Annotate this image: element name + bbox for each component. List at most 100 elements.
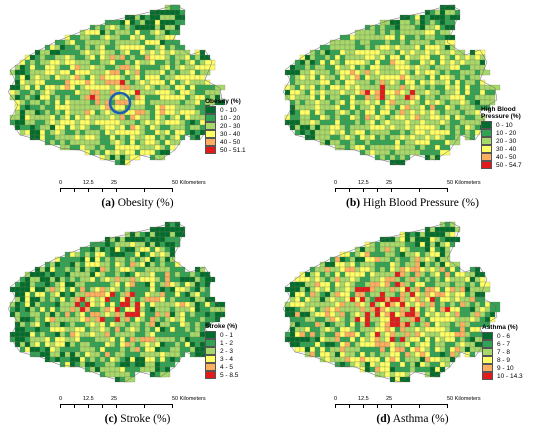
census-tract xyxy=(379,281,386,288)
census-tract xyxy=(109,336,116,343)
census-tract xyxy=(54,119,61,126)
census-tract xyxy=(164,19,171,26)
census-tract xyxy=(194,129,201,136)
census-tract xyxy=(69,49,76,56)
census-tract xyxy=(119,114,126,121)
census-tract xyxy=(184,321,191,328)
census-tract xyxy=(194,94,201,101)
census-tract xyxy=(129,361,136,368)
census-tract xyxy=(379,39,386,46)
legend-label: 4 - 5 xyxy=(220,363,234,371)
census-tract xyxy=(449,291,456,298)
census-tract xyxy=(309,271,316,278)
census-tract xyxy=(294,286,301,293)
census-tract xyxy=(74,266,81,273)
census-tract xyxy=(179,336,186,343)
census-tract xyxy=(354,84,361,91)
census-tract xyxy=(54,134,61,141)
census-tract xyxy=(134,34,141,41)
census-tract xyxy=(449,109,456,116)
census-tract xyxy=(164,99,171,106)
census-tract xyxy=(419,301,426,308)
census-tract xyxy=(364,99,371,106)
census-tract xyxy=(414,291,421,298)
census-tract xyxy=(114,371,121,378)
census-tract xyxy=(39,79,46,86)
census-tract xyxy=(74,54,81,61)
census-tract xyxy=(84,261,91,268)
census-tract xyxy=(84,321,91,328)
census-tract xyxy=(164,276,171,283)
census-tract xyxy=(114,356,121,363)
census-tract xyxy=(159,134,166,141)
census-tract xyxy=(359,261,366,268)
census-tract xyxy=(429,336,436,343)
census-tract xyxy=(149,251,156,258)
census-tract xyxy=(164,14,171,21)
census-tract xyxy=(109,326,116,333)
census-tract xyxy=(434,226,441,233)
census-tract xyxy=(384,34,391,41)
census-tract xyxy=(114,316,121,323)
scale-tick-label: 25 xyxy=(111,396,118,402)
census-tract xyxy=(109,366,116,373)
census-tract xyxy=(399,376,411,383)
census-tract xyxy=(144,69,151,76)
census-tract xyxy=(364,336,371,343)
census-tract xyxy=(109,251,116,258)
census-tract xyxy=(59,346,66,353)
census-tract xyxy=(134,266,141,273)
census-tract xyxy=(414,236,421,243)
legend-swatch xyxy=(205,138,216,146)
census-tract xyxy=(414,286,421,293)
census-tract xyxy=(439,64,446,71)
legend-label: 50 - 51.1 xyxy=(220,146,246,154)
census-tract xyxy=(299,296,306,303)
census-tract xyxy=(34,341,41,348)
census-tract xyxy=(329,79,336,86)
census-tract xyxy=(369,89,376,96)
census-tract xyxy=(154,104,161,111)
census-tract xyxy=(109,24,116,31)
legend-label: 40 - 50 xyxy=(496,153,517,161)
census-tract xyxy=(449,331,456,338)
caption: (a) Obesity (%) xyxy=(0,197,275,209)
census-tract xyxy=(419,296,426,303)
census-tract xyxy=(359,29,366,36)
census-tract xyxy=(434,231,441,238)
census-tract xyxy=(309,114,316,121)
census-tract xyxy=(364,79,371,86)
census-tract xyxy=(364,316,371,323)
census-tract xyxy=(109,301,116,308)
census-tract xyxy=(379,321,386,328)
census-tract xyxy=(184,89,191,96)
census-tract xyxy=(394,321,401,328)
census-tract xyxy=(374,341,381,348)
census-tract xyxy=(414,94,421,101)
census-tract xyxy=(104,251,111,258)
census-tract xyxy=(39,331,46,338)
census-tract xyxy=(459,296,466,303)
census-tract xyxy=(439,89,446,96)
legend-label: 10 - 20 xyxy=(496,129,517,137)
legend-item: 7 - 8 xyxy=(482,348,523,356)
census-tract xyxy=(374,149,381,156)
census-tract xyxy=(104,301,111,308)
census-tract xyxy=(369,129,376,136)
census-tract xyxy=(124,246,131,253)
census-tract xyxy=(289,301,296,308)
census-tract xyxy=(429,311,436,318)
census-tract xyxy=(369,74,376,81)
census-tract xyxy=(444,89,451,96)
scale-tick xyxy=(88,404,89,408)
census-tract xyxy=(39,306,46,313)
census-tract xyxy=(194,69,201,76)
census-tract xyxy=(419,276,426,283)
census-tract xyxy=(379,69,386,76)
census-tract xyxy=(349,301,356,308)
census-tract xyxy=(79,281,86,288)
census-tract xyxy=(194,281,201,288)
census-tract xyxy=(44,84,51,91)
census-tract xyxy=(384,351,391,358)
